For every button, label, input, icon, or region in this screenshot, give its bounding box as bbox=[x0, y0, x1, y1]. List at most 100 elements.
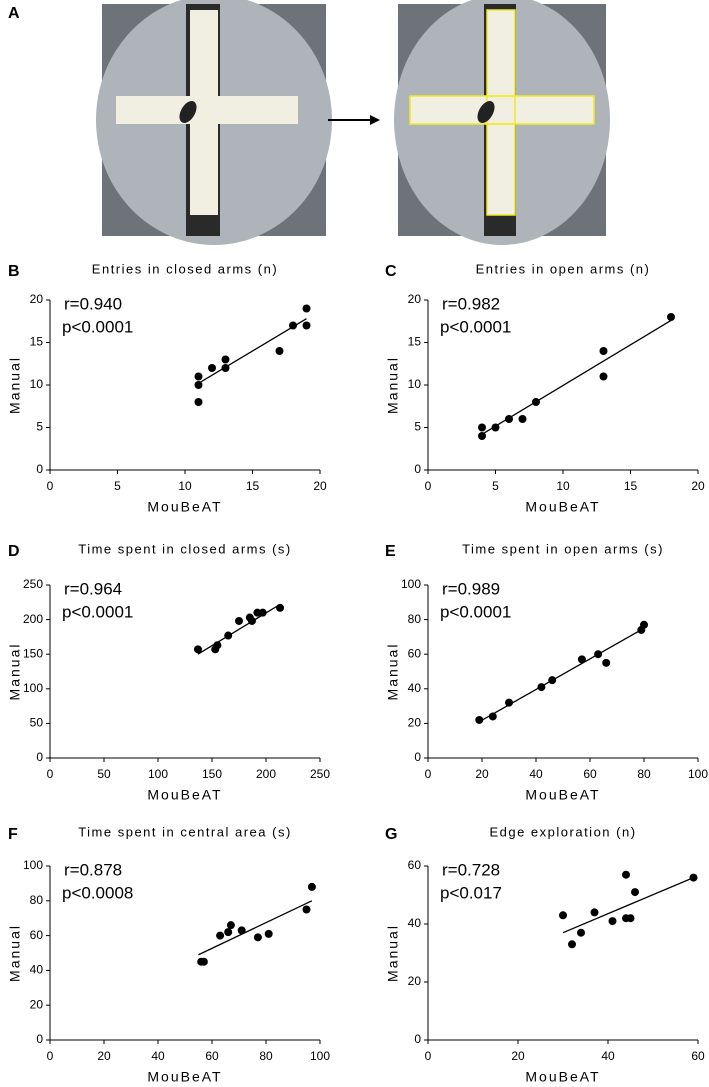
point bbox=[224, 928, 233, 937]
y-tick-label: 80 bbox=[30, 893, 44, 907]
x-tick-label: 60 bbox=[205, 1049, 219, 1063]
y-axis-label: Manual bbox=[385, 924, 401, 982]
point bbox=[237, 926, 246, 935]
x-tick-label: 40 bbox=[529, 767, 543, 781]
annotation: r=0.728 bbox=[442, 860, 500, 879]
point bbox=[532, 398, 540, 406]
annotation: p<0.0001 bbox=[440, 602, 511, 621]
x-tick-label: 40 bbox=[601, 1049, 615, 1063]
y-tick-label: 0 bbox=[414, 750, 421, 764]
point bbox=[491, 423, 500, 432]
point bbox=[640, 620, 648, 629]
x-axis-label: MouBeAT bbox=[525, 787, 600, 803]
point bbox=[302, 304, 311, 313]
point bbox=[235, 616, 243, 625]
y-tick-label: 100 bbox=[401, 577, 421, 591]
x-axis-label: MouBeAT bbox=[147, 1069, 222, 1085]
x-tick-label: 20 bbox=[313, 479, 327, 493]
point bbox=[264, 929, 273, 938]
point bbox=[599, 347, 608, 355]
panel-label: G bbox=[385, 826, 397, 843]
fit-line bbox=[562, 877, 694, 934]
photo-left bbox=[96, 0, 332, 245]
y-tick-label: 0 bbox=[414, 462, 421, 476]
y-tick-label: 250 bbox=[23, 577, 43, 591]
annotation: r=0.940 bbox=[64, 294, 122, 313]
chart-title: Time spent in central area (s) bbox=[78, 824, 292, 839]
y-tick-label: 10 bbox=[30, 377, 44, 391]
annotation: r=0.982 bbox=[442, 294, 500, 313]
point bbox=[302, 321, 311, 330]
y-tick-label: 50 bbox=[30, 716, 44, 730]
point bbox=[548, 676, 557, 685]
point bbox=[505, 415, 513, 423]
x-tick-label: 50 bbox=[97, 767, 111, 781]
point bbox=[193, 645, 202, 654]
annotation: p<0.0001 bbox=[62, 317, 133, 336]
point bbox=[221, 364, 230, 372]
y-axis-label: Manual bbox=[385, 643, 401, 701]
x-tick-label: 0 bbox=[47, 479, 54, 493]
point bbox=[577, 655, 586, 664]
annotation: p<0.017 bbox=[440, 883, 502, 902]
chart-title: Time spent in open arms (s) bbox=[462, 541, 664, 556]
panel-label: D bbox=[8, 543, 20, 560]
y-tick-label: 40 bbox=[408, 916, 422, 930]
y-axis-label: Manual bbox=[385, 356, 401, 414]
point bbox=[276, 603, 285, 612]
arrow bbox=[328, 115, 380, 125]
annotation: r=0.878 bbox=[64, 860, 122, 879]
y-tick-label: 5 bbox=[36, 420, 43, 434]
x-axis-label: MouBeAT bbox=[147, 499, 222, 515]
x-tick-label: 15 bbox=[624, 479, 638, 493]
x-tick-label: 40 bbox=[151, 1049, 165, 1063]
x-tick-label: 15 bbox=[246, 479, 260, 493]
y-tick-label: 0 bbox=[36, 462, 43, 476]
panel-label: F bbox=[8, 826, 18, 843]
y-tick-label: 0 bbox=[36, 750, 43, 764]
y-tick-label: 20 bbox=[408, 716, 422, 730]
point bbox=[275, 347, 284, 355]
point bbox=[689, 873, 698, 882]
y-axis-label: Manual bbox=[7, 924, 23, 982]
y-tick-label: 80 bbox=[408, 612, 422, 626]
annotation: r=0.989 bbox=[442, 579, 500, 598]
point bbox=[194, 398, 203, 406]
x-tick-label: 80 bbox=[637, 767, 651, 781]
fit-line bbox=[481, 319, 672, 435]
x-tick-label: 20 bbox=[97, 1049, 111, 1063]
y-axis-label: Manual bbox=[7, 356, 23, 414]
point bbox=[505, 698, 513, 707]
point bbox=[247, 616, 256, 625]
x-tick-label: 0 bbox=[47, 1049, 54, 1063]
x-tick-label: 10 bbox=[556, 479, 570, 493]
point bbox=[631, 888, 639, 897]
point bbox=[216, 931, 225, 940]
point bbox=[518, 415, 527, 423]
x-tick-label: 100 bbox=[148, 767, 168, 781]
point bbox=[478, 432, 486, 440]
point bbox=[577, 928, 585, 937]
point bbox=[475, 715, 484, 724]
x-tick-label: 200 bbox=[256, 767, 276, 781]
point bbox=[289, 321, 297, 330]
y-tick-label: 40 bbox=[30, 963, 44, 977]
y-tick-label: 60 bbox=[408, 646, 422, 660]
panel-label: A bbox=[8, 5, 20, 22]
point bbox=[602, 658, 611, 667]
chart-title: Entries in closed arms (n) bbox=[92, 261, 278, 276]
point bbox=[194, 381, 203, 389]
x-tick-label: 150 bbox=[202, 767, 222, 781]
x-tick-label: 10 bbox=[178, 479, 192, 493]
y-tick-label: 60 bbox=[408, 858, 422, 872]
point bbox=[667, 313, 675, 321]
x-axis-label: MouBeAT bbox=[147, 787, 222, 803]
panel-label: E bbox=[385, 543, 396, 560]
panel-label: C bbox=[385, 263, 397, 280]
point bbox=[224, 631, 233, 640]
y-tick-label: 20 bbox=[30, 292, 44, 306]
annotation: p<0.0001 bbox=[440, 317, 511, 336]
point bbox=[537, 683, 546, 692]
y-tick-label: 100 bbox=[23, 858, 43, 872]
